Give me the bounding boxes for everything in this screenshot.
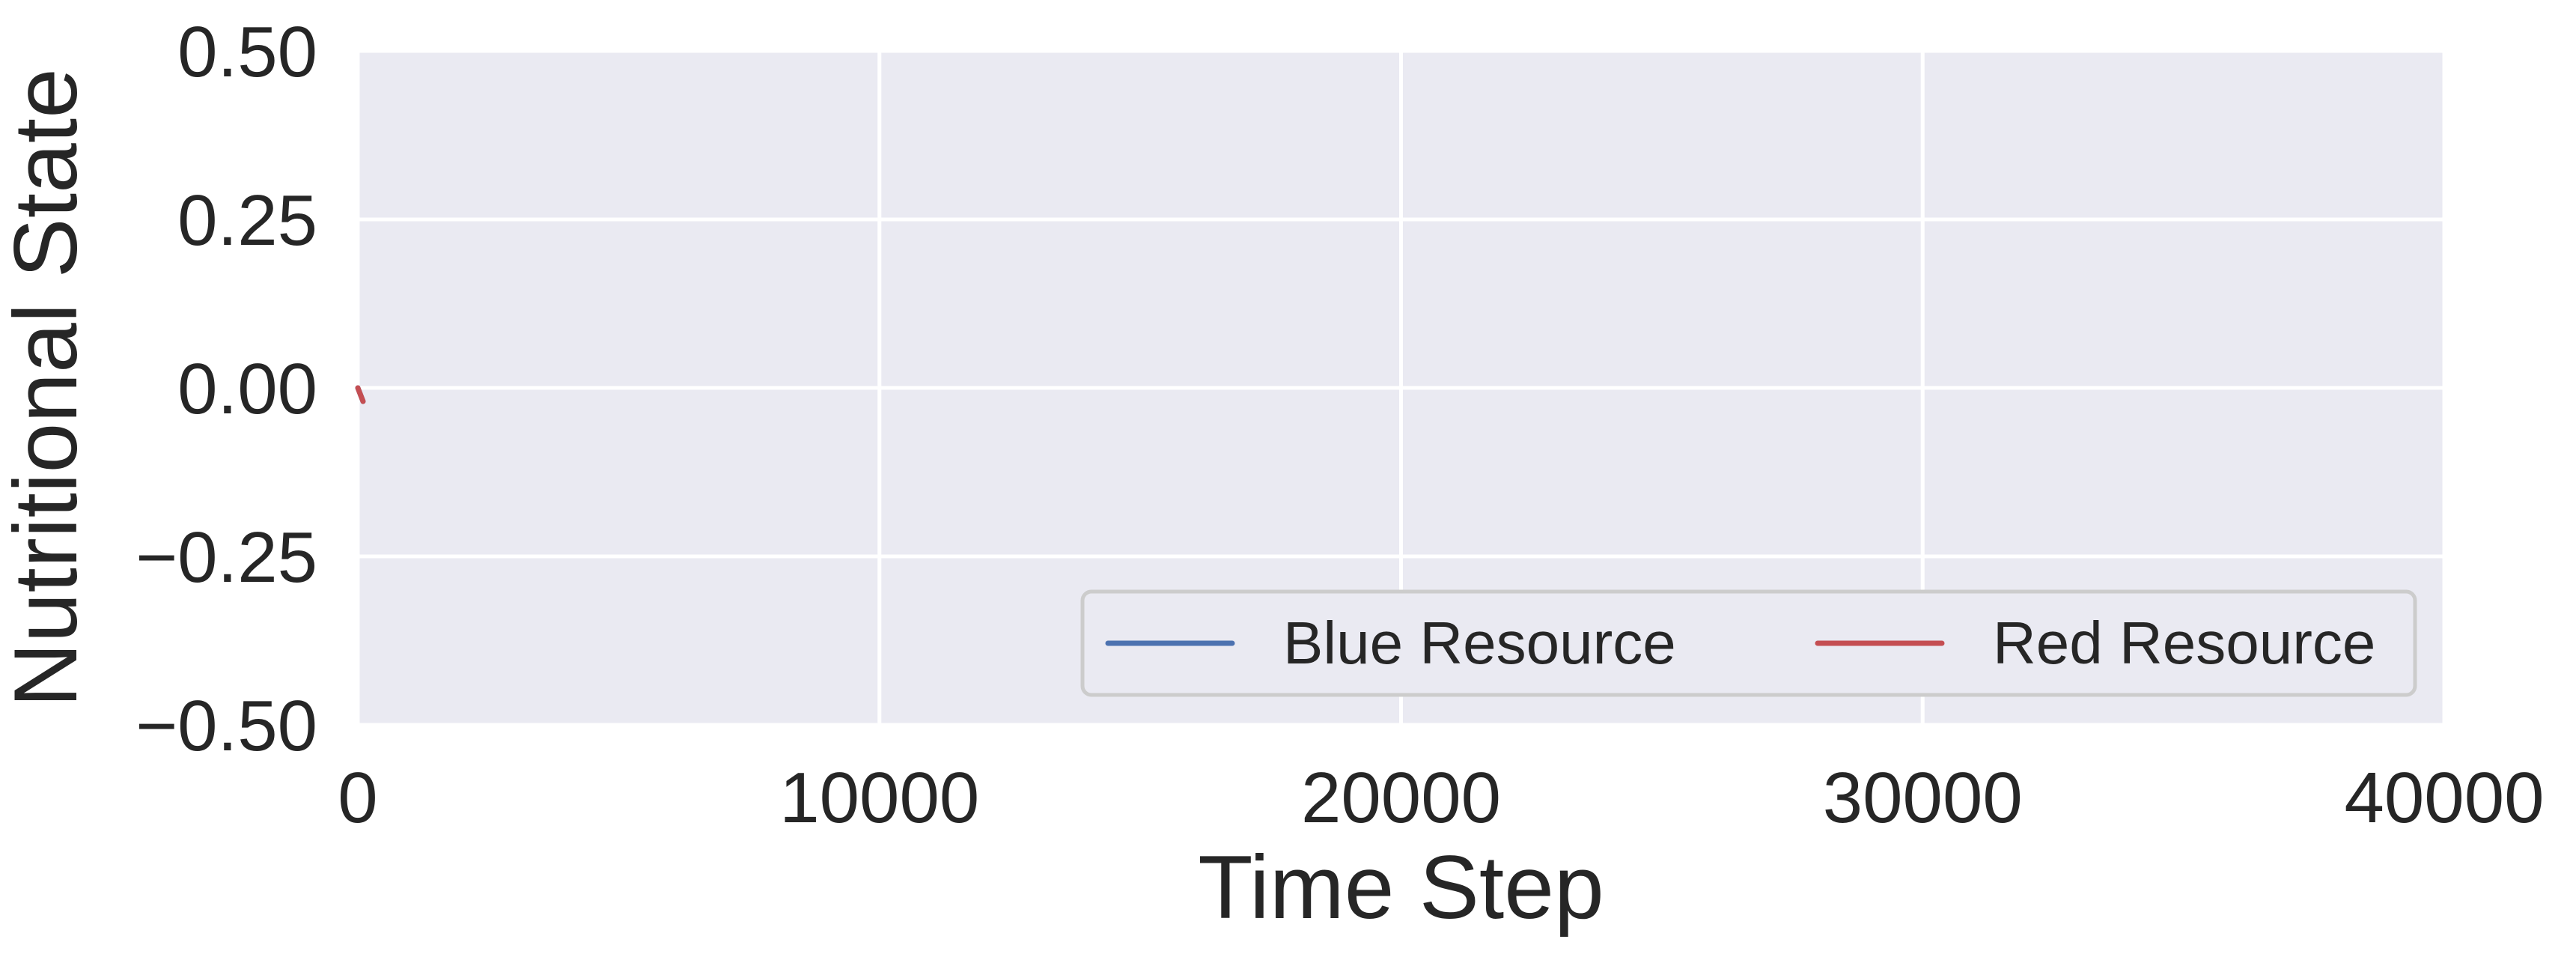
y-tick-label: −0.50: [136, 686, 317, 766]
legend: Blue Resource Red Resource: [1080, 589, 2417, 697]
x-tick-label: 40000: [2345, 758, 2545, 838]
y-axis-label: Nutritional State: [0, 68, 96, 708]
y-tick-label: 0.00: [177, 349, 317, 429]
x-axis-ticks: 0 10000 20000 30000 40000: [338, 758, 2544, 838]
legend-entries: Blue Resource Red Resource: [1105, 610, 2375, 676]
y-tick-label: 0.50: [177, 12, 317, 92]
x-tick-label: 20000: [1301, 758, 1501, 838]
y-tick-label: −0.25: [136, 517, 317, 598]
y-tick-label: 0.25: [177, 180, 317, 261]
legend-box: [1080, 589, 2417, 697]
legend-label: Blue Resource: [1283, 610, 1676, 676]
series-layer: [355, 385, 366, 404]
x-axis-label: Time Step: [1198, 837, 1604, 938]
grid-layer: [356, 49, 2446, 727]
x-tick-label: 30000: [1823, 758, 2023, 838]
legend-label: Red Resource: [1993, 610, 2375, 676]
series-line-red-resource: [355, 385, 366, 404]
y-axis-ticks: −0.50 −0.25 0.00 0.25 0.50: [136, 12, 317, 766]
x-tick-label: 10000: [779, 758, 979, 838]
x-tick-label: 0: [338, 758, 377, 838]
